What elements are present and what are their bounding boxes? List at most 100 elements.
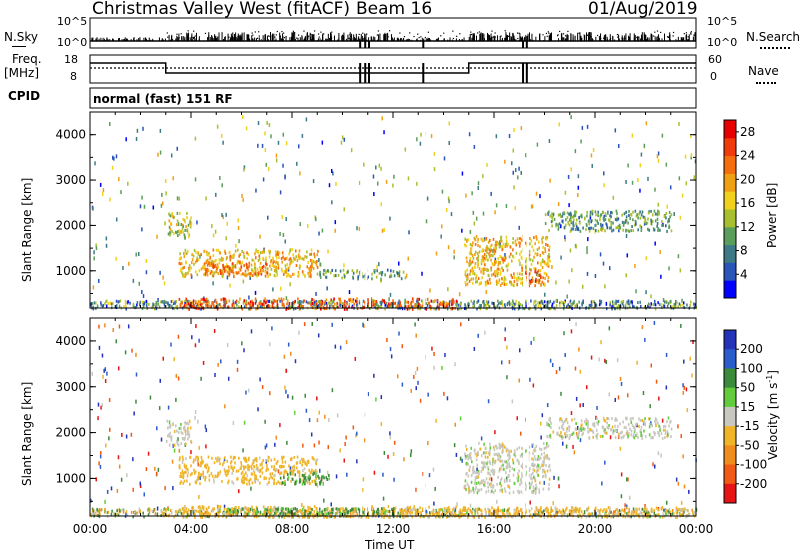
echo-mark [563,212,566,216]
echo-mark [656,212,659,216]
nsearch-dot [666,36,669,38]
noise-mark [356,431,358,436]
noise-mark [196,220,198,225]
noise-mark [164,179,167,184]
echo-mark [263,302,265,306]
nsearch-dot [616,33,619,36]
echo-mark [544,262,546,266]
echo-mark [207,468,210,472]
ground-scatter [561,301,563,305]
echo-mark [512,284,515,288]
echo-mark [481,259,484,263]
noise-mark [444,353,446,358]
echo-mark [222,257,224,261]
echo-mark [538,281,540,285]
ground-scatter [168,513,171,517]
echo-mark [215,248,218,252]
ground-scatter [481,300,484,304]
echo-mark [180,426,182,430]
echo-mark [501,245,504,249]
echo-mark [208,300,210,304]
echo-mark [468,279,471,283]
ground-scatter [425,510,427,514]
ground-scatter [262,513,264,517]
nsearch-dot [275,34,277,36]
ground-scatter [678,507,681,511]
echo-mark [297,254,300,258]
echo-mark [411,297,414,301]
ground-scatter [115,304,118,308]
echo-mark [316,265,319,269]
ground-scatter [421,509,424,513]
echo-mark [220,305,222,309]
echo-mark [632,229,634,233]
echo-mark [407,300,410,304]
nsearch-dot [564,35,567,37]
ground-scatter [315,300,318,304]
nave-tick-top: 60 [708,53,722,66]
ground-scatter [595,303,598,307]
noise-mark [99,464,102,469]
noise-mark [619,446,622,451]
noise-mark [266,120,268,125]
echo-mark [178,232,181,236]
echo-mark [186,474,189,478]
ground-scatter [554,307,557,311]
echo-mark [343,303,346,307]
echo-mark [313,479,316,483]
ground-scatter [537,301,539,305]
ground-scatter [599,511,601,515]
ground-scatter [612,512,614,516]
echo-mark [453,300,455,304]
echo-mark [292,272,294,276]
noise-mark [250,329,253,334]
echo-mark [303,467,306,471]
echo-mark [628,229,630,233]
echo-mark [209,257,211,261]
ground-scatter [682,301,685,305]
noise-mark [304,393,306,398]
echo-mark [638,212,640,216]
noise-mark [97,278,100,283]
nsearch-dot [193,30,195,32]
echo-mark [298,472,301,476]
echo-mark [245,471,247,475]
ground-scatter [245,301,247,305]
echo-mark [250,305,252,309]
echo-mark [309,252,311,256]
echo-mark [600,213,603,217]
noise-mark [563,331,565,336]
echo-mark [546,243,549,247]
noise-mark [619,376,622,381]
echo-mark [603,214,606,218]
noise-mark [97,416,99,421]
noise-mark [112,327,114,332]
echo-mark [303,299,305,303]
nsearch-dot [268,35,270,37]
echo-mark [261,250,264,254]
echo-mark [616,216,618,220]
echo-mark [392,269,395,273]
ground-scatter [518,510,520,514]
nsearch-dot [629,36,631,39]
echo-mark [243,473,246,477]
ground-scatter [198,513,201,517]
ground-scatter [151,509,153,513]
noise-mark [145,270,148,275]
ground-scatter [571,303,574,307]
noise-mark [285,368,288,373]
ground-scatter [244,515,247,519]
ground-scatter [174,513,177,517]
echo-mark [307,271,309,275]
echo-mark [182,305,185,309]
nsearch-dot [654,31,656,33]
ground-scatter [491,301,493,305]
ground-scatter [186,304,188,308]
ground-scatter [138,507,141,511]
noise-mark [508,134,511,139]
noise-mark [637,178,639,183]
ground-scatter [324,510,326,514]
echo-mark [557,213,560,217]
echo-mark [646,221,649,225]
ground-scatter [310,507,312,511]
